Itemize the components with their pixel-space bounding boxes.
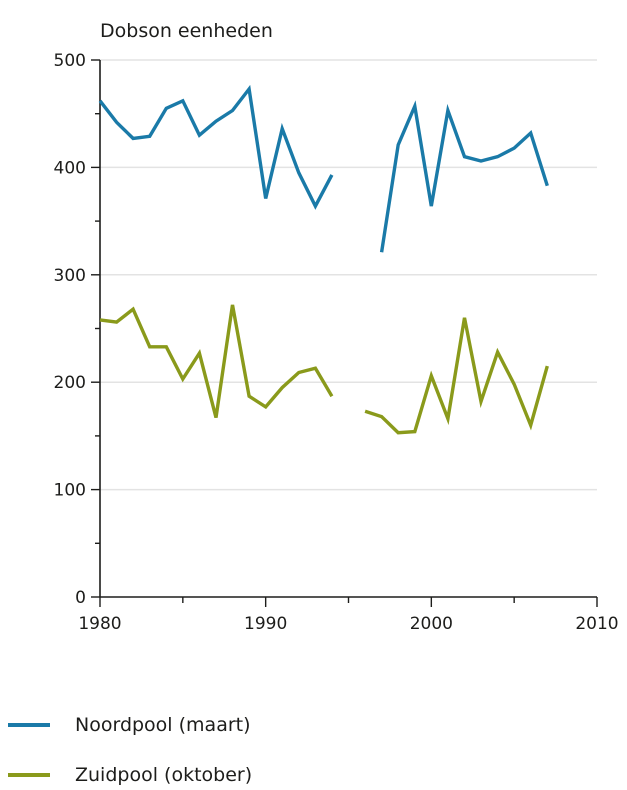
y-tick-label-0: 0	[75, 588, 86, 608]
x-tick-label-2000: 2000	[410, 614, 453, 634]
legend-item-zuidpool: Zuidpool (oktober)	[8, 760, 252, 790]
legend-item-noordpool: Noordpool (maart)	[8, 710, 251, 740]
grid	[100, 59, 597, 491]
x-tick-label-1990: 1990	[244, 614, 287, 634]
y-tick-label-400: 400	[54, 158, 86, 178]
y-tick-label-500: 500	[54, 51, 86, 71]
x-tick-label-2010: 2010	[575, 614, 618, 634]
series-0-line-segment-1	[379, 100, 549, 253]
ozone-line-chart: Dobson eenheden 0 100 200 300 400 500 1980 199…	[54, 20, 619, 634]
series-lines	[98, 84, 549, 435]
legend-label-noordpool: Noordpool (maart)	[75, 714, 251, 736]
y-axis: 0 100 200 300 400 500	[54, 51, 100, 608]
series-1-line-segment-0	[99, 304, 334, 419]
legend-swatch-zuidpool	[8, 773, 50, 777]
legend-swatch-noordpool	[8, 723, 50, 727]
y-tick-label-100: 100	[54, 481, 86, 501]
y-axis-title: Dobson eenheden	[100, 20, 273, 42]
y-tick-label-300: 300	[54, 266, 86, 286]
series-0-line-segment-0	[98, 84, 334, 210]
series-1-line-segment-1	[364, 317, 549, 435]
x-tick-label-1980: 1980	[78, 614, 121, 634]
y-tick-label-200: 200	[54, 373, 86, 393]
legend-label-zuidpool: Zuidpool (oktober)	[75, 764, 253, 786]
x-axis: 1980 1990 2000 2010	[78, 597, 619, 634]
